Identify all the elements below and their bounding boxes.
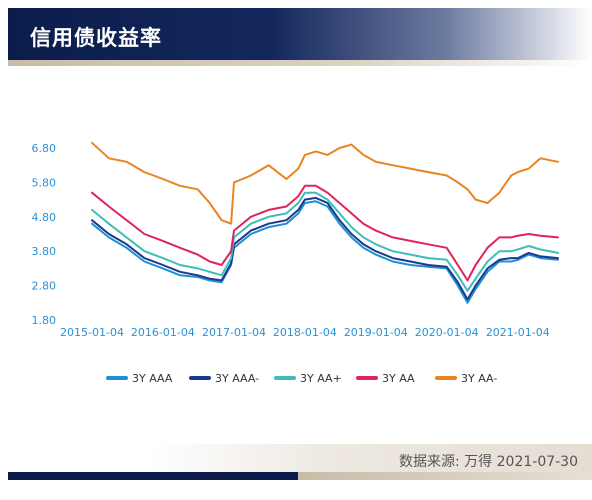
x-tick-label: 2020-01-04 — [415, 326, 479, 339]
y-tick-label: 5.80 — [32, 176, 57, 189]
series-line-3y-aaa — [91, 200, 559, 304]
x-tick-label: 2018-01-04 — [273, 326, 337, 339]
data-source-text: 数据来源: 万得 2021-07-30 — [399, 454, 578, 470]
legend-swatch — [356, 376, 378, 380]
series-line-3y-aa — [91, 184, 559, 282]
footer-bar-left — [8, 472, 298, 480]
source-band — [150, 444, 592, 472]
y-tick-label: 1.80 — [32, 314, 57, 327]
series-line-3y-aa- — [91, 141, 559, 225]
page-title: 信用债收益率 — [30, 26, 162, 50]
x-tick-label: 2021-01-04 — [486, 326, 550, 339]
x-tick-label: 2015-01-04 — [60, 326, 124, 339]
series-line-3y-aa- — [91, 191, 559, 292]
footer-bar-right — [298, 472, 592, 480]
y-tick-label: 2.80 — [32, 280, 57, 293]
legend-swatch — [189, 376, 211, 380]
x-tick-label: 2017-01-04 — [202, 326, 266, 339]
legend-swatch — [435, 376, 457, 380]
x-tick-label: 2016-01-04 — [131, 326, 195, 339]
legend-label: 3Y AA+ — [300, 372, 342, 385]
chart-container: 1.80 2.80 3.80 4.80 5.80 6.80 2015-01-04 2016-… — [0, 130, 592, 400]
legend-label: 3Y AAA — [132, 372, 173, 385]
y-axis: 1.80 2.80 3.80 4.80 5.80 6.80 — [32, 142, 57, 327]
x-tick-label: 2019-01-04 — [344, 326, 408, 339]
series-line-3y-aaa- — [91, 196, 559, 301]
legend-label: 3Y AA- — [461, 372, 497, 385]
legend-label: 3Y AA — [382, 372, 415, 385]
y-tick-label: 6.80 — [32, 142, 57, 155]
legend-swatch — [106, 376, 128, 380]
legend-label: 3Y AAA- — [215, 372, 259, 385]
legend: 3Y AAA 3Y AAA- 3Y AA+ 3Y AA 3Y AA- — [106, 372, 497, 385]
series-lines — [91, 141, 559, 304]
y-tick-label: 4.80 — [32, 211, 57, 224]
y-tick-label: 3.80 — [32, 245, 57, 258]
legend-swatch — [274, 376, 296, 380]
x-axis: 2015-01-04 2016-01-04 2017-01-04 2018-01-04… — [60, 326, 550, 339]
line-chart: 1.80 2.80 3.80 4.80 5.80 6.80 2015-01-04 2016-… — [32, 141, 559, 385]
header-band — [8, 8, 592, 60]
header-underline — [8, 60, 592, 66]
